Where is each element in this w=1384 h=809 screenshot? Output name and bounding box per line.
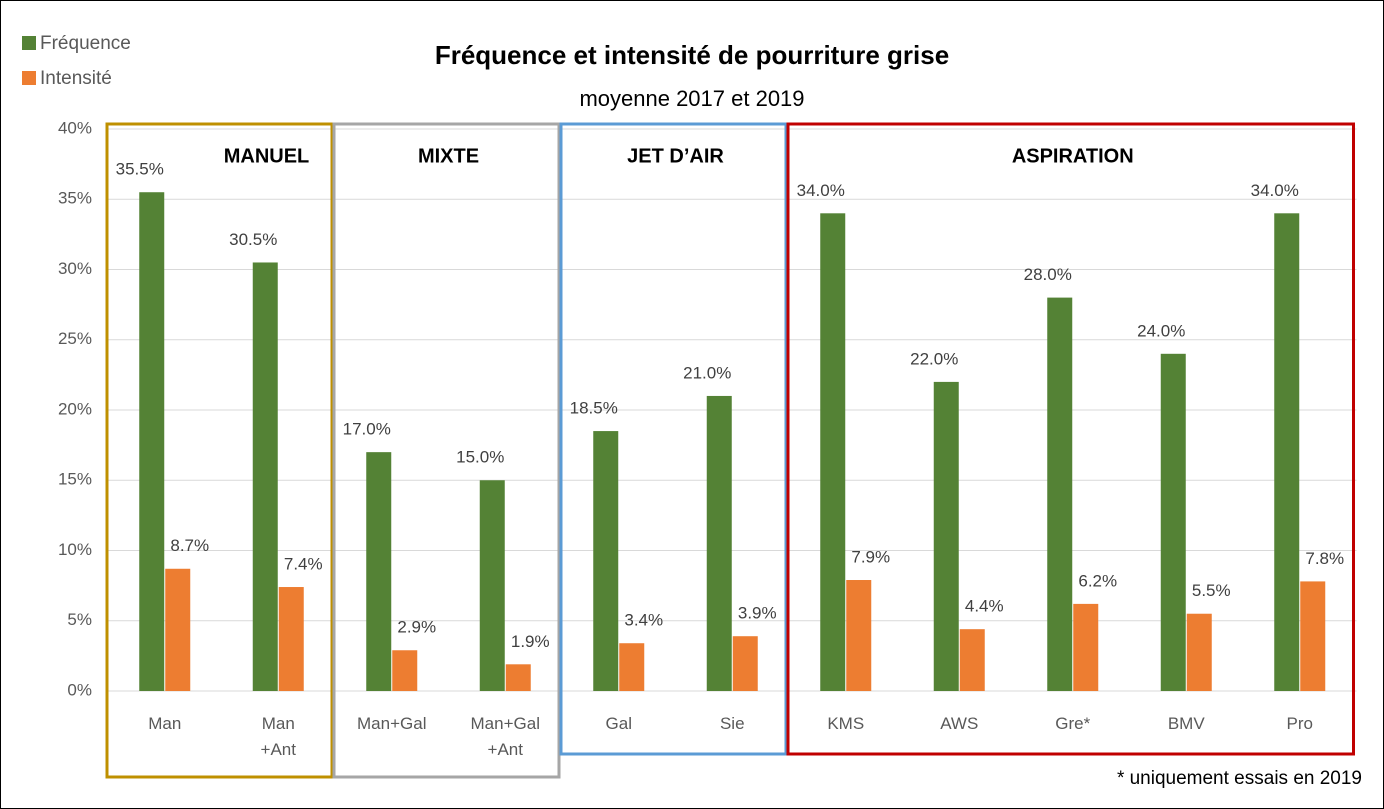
value-label: 24.0% (1137, 321, 1185, 340)
bar (252, 262, 278, 691)
bar (139, 192, 165, 691)
x-tick-label: KMS (827, 714, 864, 733)
bar (959, 629, 985, 691)
value-label: 21.0% (683, 363, 731, 382)
group-label: ASPIRATION (1012, 145, 1134, 167)
y-tick-label: 15% (58, 470, 92, 489)
x-tick-label: Man +Ant (261, 714, 297, 759)
value-label: 3.9% (738, 604, 777, 623)
group-box (559, 122, 788, 756)
value-label: 3.4% (624, 611, 663, 630)
bar (1047, 297, 1073, 691)
bar (1186, 613, 1212, 691)
x-tick-label: Gal (606, 714, 632, 733)
group-box (105, 122, 334, 779)
group-label: MANUEL (224, 145, 310, 167)
footnote: * uniquement essais en 2019 (1117, 768, 1362, 789)
bar (933, 381, 959, 691)
bar (278, 587, 304, 691)
y-tick-label: 10% (58, 540, 92, 559)
value-label: 5.5% (1192, 581, 1231, 600)
legend-swatch (22, 36, 36, 50)
value-label: 34.0% (1251, 181, 1299, 200)
y-tick-label: 0% (67, 680, 92, 699)
value-label: 8.7% (170, 536, 209, 555)
bar (1160, 353, 1186, 691)
x-tick-label: AWS (940, 714, 978, 733)
bar (846, 580, 872, 691)
bar (619, 643, 645, 691)
value-label: 35.5% (116, 160, 164, 179)
y-tick-label: 40% (58, 118, 92, 137)
value-label: 6.2% (1078, 571, 1117, 590)
bar (593, 431, 619, 691)
y-tick-label: 30% (58, 259, 92, 278)
bar (820, 213, 846, 692)
value-label: 1.9% (511, 632, 550, 651)
bar (706, 395, 732, 691)
chart-subtitle: moyenne 2017 et 2019 (579, 86, 804, 111)
x-tick-label: Man+Gal (357, 714, 426, 733)
bar (1073, 603, 1099, 691)
value-label: 15.0% (456, 448, 504, 467)
group-label: JET D’AIR (627, 145, 724, 167)
value-label: 7.4% (284, 555, 323, 574)
bar (366, 452, 392, 691)
chart-title: Fréquence et intensité de pourriture gri… (435, 40, 949, 70)
value-label: 18.5% (570, 399, 618, 418)
x-tick-label: BMV (1168, 714, 1206, 733)
x-tick-label: Man+Gal +Ant (471, 714, 540, 759)
group-box (786, 122, 1355, 756)
bar (732, 636, 758, 691)
group-box (332, 122, 561, 779)
x-tick-label: Gre* (1055, 714, 1090, 733)
y-tick-label: 5% (67, 610, 92, 629)
x-tick-label: Man (148, 714, 181, 733)
bar (505, 664, 531, 691)
bar (165, 568, 191, 691)
bar (1300, 581, 1326, 691)
legend-label: Intensité (40, 68, 112, 89)
legend-swatch (22, 71, 36, 85)
y-tick-label: 25% (58, 329, 92, 348)
y-tick-label: 20% (58, 399, 92, 418)
bar (479, 480, 505, 691)
value-label: 7.9% (851, 547, 890, 566)
y-tick-label: 35% (58, 189, 92, 208)
legend-label: Fréquence (40, 33, 131, 54)
x-tick-label: Sie (720, 714, 745, 733)
bar (392, 650, 418, 691)
value-label: 17.0% (343, 420, 391, 439)
group-label: MIXTE (418, 145, 479, 167)
x-tick-label: Pro (1287, 714, 1313, 733)
value-label: 34.0% (797, 181, 845, 200)
bar (1274, 213, 1300, 692)
value-label: 30.5% (229, 230, 277, 249)
value-label: 2.9% (397, 618, 436, 637)
value-label: 28.0% (1024, 265, 1072, 284)
value-label: 22.0% (910, 349, 958, 368)
value-label: 7.8% (1305, 549, 1344, 568)
value-label: 4.4% (965, 597, 1004, 616)
